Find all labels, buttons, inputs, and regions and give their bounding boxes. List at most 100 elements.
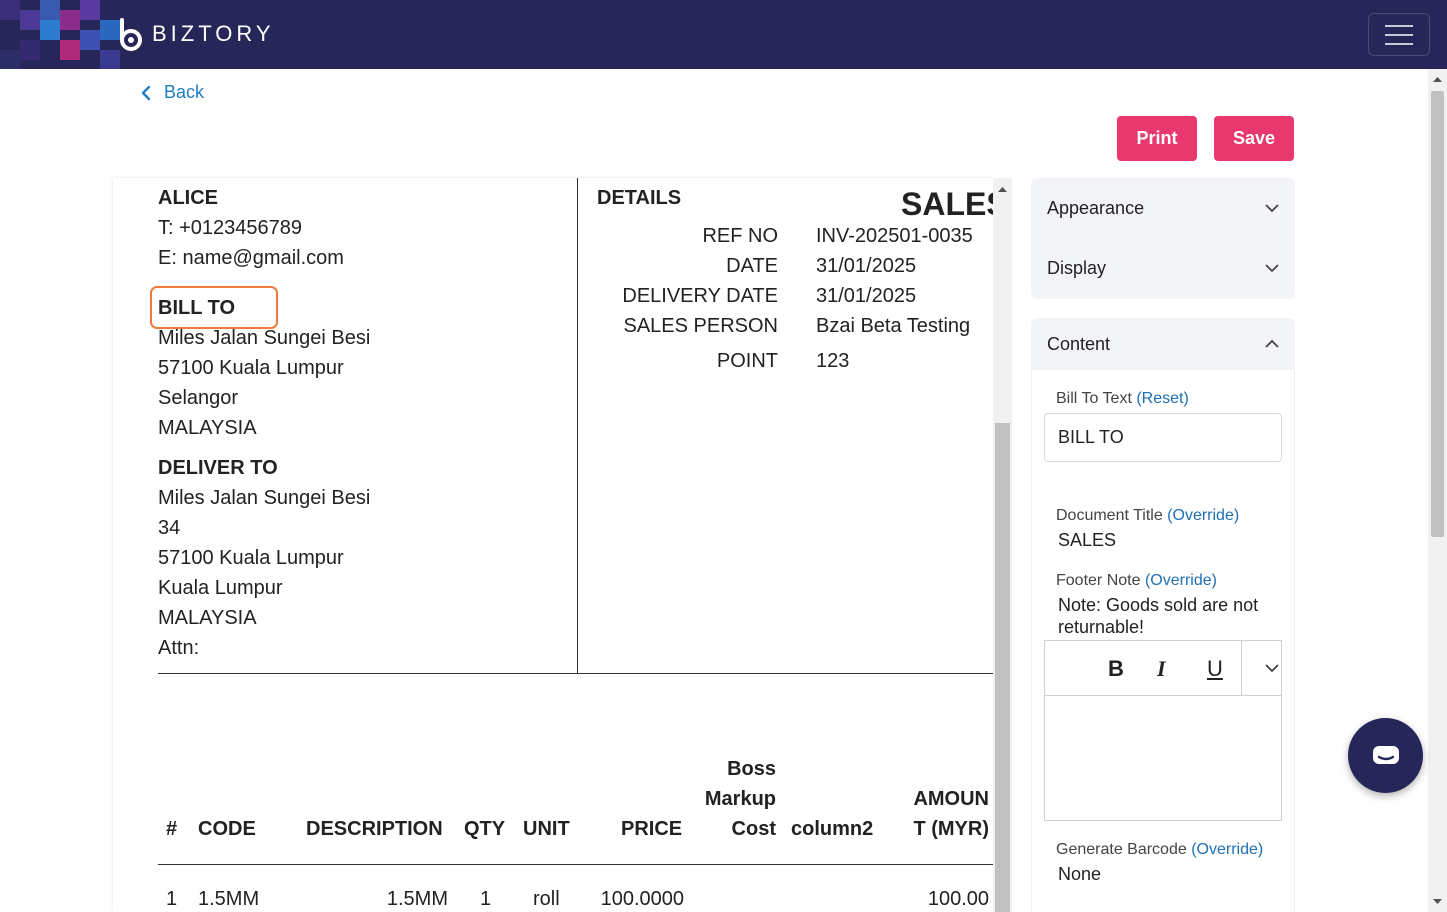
bill-to-text-input[interactable]: BILL TO: [1044, 413, 1282, 462]
deliver-to-line: 57100 Kuala Lumpur: [158, 547, 344, 569]
deliver-to-heading: DELIVER TO: [158, 457, 278, 479]
display-label: Display: [1047, 257, 1107, 278]
detail-label: DELIVERY DATE: [622, 285, 778, 307]
underline-button[interactable]: U: [1207, 656, 1223, 681]
bold-button[interactable]: B: [1108, 656, 1124, 681]
hamburger-line: [1385, 24, 1413, 27]
details-heading: DETAILS: [597, 187, 682, 209]
chevron-down-icon: [1265, 264, 1279, 273]
scroll-down-arrow-icon[interactable]: [1428, 895, 1447, 909]
generate-barcode-value: None: [1058, 864, 1102, 884]
preview-scrollbar[interactable]: [993, 178, 1012, 912]
deliver-to-line: Attn:: [158, 637, 200, 659]
detail-label: DATE: [726, 255, 778, 277]
deliver-to-line: Miles Jalan Sungei Besi: [158, 487, 371, 509]
document-title: SALES: [901, 186, 993, 222]
td-price: 100.0000: [600, 888, 684, 910]
company-phone: T: +0123456789: [158, 217, 303, 239]
bill-to-line: 57100 Kuala Lumpur: [158, 357, 344, 379]
th-num: #: [166, 818, 178, 840]
td-unit: roll: [533, 888, 560, 910]
chat-widget-button[interactable]: [1348, 718, 1423, 793]
italic-button[interactable]: I: [1157, 656, 1166, 681]
chevron-up-icon: [1265, 339, 1279, 348]
document-preview: ALICE T: +0123456789 E: name@gmail.com B…: [113, 178, 993, 912]
hamburger-menu-button[interactable]: [1368, 13, 1430, 56]
bill-to-line: Miles Jalan Sungei Besi: [158, 327, 371, 349]
print-button[interactable]: Print: [1117, 116, 1197, 161]
column-divider: [577, 178, 578, 673]
accordion-appearance[interactable]: Appearance: [1031, 178, 1295, 238]
table-header-divider: [158, 864, 993, 865]
content-label: Content: [1047, 333, 1111, 354]
footer-note-line: Note: Goods sold are not: [1058, 595, 1259, 615]
brand-name: BIZTORY: [152, 21, 275, 46]
accordion-content[interactable]: Content: [1031, 318, 1295, 370]
footer-note-editor: B I U: [1044, 640, 1282, 821]
generate-barcode-label: Generate Barcode (Override): [1056, 841, 1263, 859]
document-title-value: SALES: [1058, 530, 1117, 550]
td-amount: 100.00: [927, 888, 989, 910]
chevron-down-icon[interactable]: [1265, 663, 1279, 673]
deliver-to-line: 34: [158, 517, 181, 539]
th-column2: column2: [791, 818, 874, 840]
bill-to-text-label: Bill To Text (Reset): [1056, 390, 1189, 408]
bill-to-text-label-text: Bill To Text: [1056, 390, 1132, 407]
generate-barcode-label-text: Generate Barcode: [1056, 841, 1187, 858]
th-amount: T (MYR): [913, 818, 989, 840]
td-description: 1.5MM: [386, 888, 448, 910]
bill-to-heading: BILL TO: [158, 297, 236, 319]
th-boss-markup-cost: Markup: [704, 788, 776, 810]
bill-to-line: Selangor: [158, 387, 239, 409]
company-name: ALICE: [158, 187, 218, 209]
footer-note-label: Footer Note (Override): [1056, 572, 1217, 590]
page-scrollbar-thumb[interactable]: [1431, 91, 1444, 537]
top-navbar: BIZTORY: [0, 0, 1447, 69]
accordion-display[interactable]: Display: [1031, 238, 1295, 298]
th-price: PRICE: [621, 818, 683, 840]
td-code: 1.5MM: [198, 888, 260, 910]
th-boss-markup-cost: Boss: [727, 758, 776, 780]
save-button[interactable]: Save: [1214, 116, 1294, 161]
back-link[interactable]: Back: [140, 82, 204, 103]
footer-note-line: returnable!: [1058, 617, 1145, 637]
th-amount: AMOUN: [913, 788, 989, 810]
td-qty: 1: [480, 888, 492, 910]
hamburger-line: [1385, 33, 1413, 36]
hamburger-line: [1385, 42, 1413, 45]
preview-scrollbar-thumb[interactable]: [995, 423, 1010, 912]
scroll-up-arrow-icon[interactable]: [1428, 72, 1447, 86]
biztory-logo-icon: [120, 18, 142, 51]
settings-card-top: Appearance Display: [1031, 178, 1295, 299]
appearance-label: Appearance: [1047, 197, 1145, 218]
th-code: CODE: [198, 818, 256, 840]
bill-to-line: MALAYSIA: [158, 417, 257, 439]
brand-logo[interactable]: BIZTORY: [112, 16, 275, 52]
detail-label: REF NO: [702, 225, 778, 247]
editor-content-area[interactable]: [1045, 696, 1281, 820]
chevron-left-icon: [141, 85, 151, 100]
settings-card-content: Content: [1031, 318, 1295, 370]
chat-icon: [1372, 745, 1399, 764]
document-title-override-link[interactable]: (Override): [1167, 507, 1240, 524]
footer-note-label-text: Footer Note: [1056, 572, 1141, 589]
company-email: E: name@gmail.com: [158, 247, 344, 269]
bill-to-highlight: [150, 286, 278, 329]
detail-label: SALES PERSON: [623, 315, 778, 337]
decorative-pixel-pattern: [0, 0, 120, 69]
th-qty: QTY: [464, 818, 506, 840]
footer-note-override-link[interactable]: (Override): [1144, 572, 1217, 589]
detail-value: Bzai Beta Testing: [816, 315, 971, 337]
document-title-label: Document Title (Override): [1056, 507, 1239, 525]
scroll-up-arrow-icon[interactable]: [993, 182, 1012, 198]
th-description: DESCRIPTION: [306, 818, 443, 840]
detail-label: POINT: [716, 350, 778, 372]
content-panel-body: [1031, 370, 1295, 912]
generate-barcode-override-link[interactable]: (Override): [1191, 841, 1264, 858]
editor-toolbar: B I U: [1045, 641, 1281, 696]
reset-link[interactable]: (Reset): [1136, 390, 1189, 407]
page-scrollbar[interactable]: [1428, 69, 1447, 912]
chevron-down-icon: [1265, 204, 1279, 213]
back-label: Back: [164, 82, 205, 102]
th-boss-markup-cost: Cost: [731, 818, 776, 840]
